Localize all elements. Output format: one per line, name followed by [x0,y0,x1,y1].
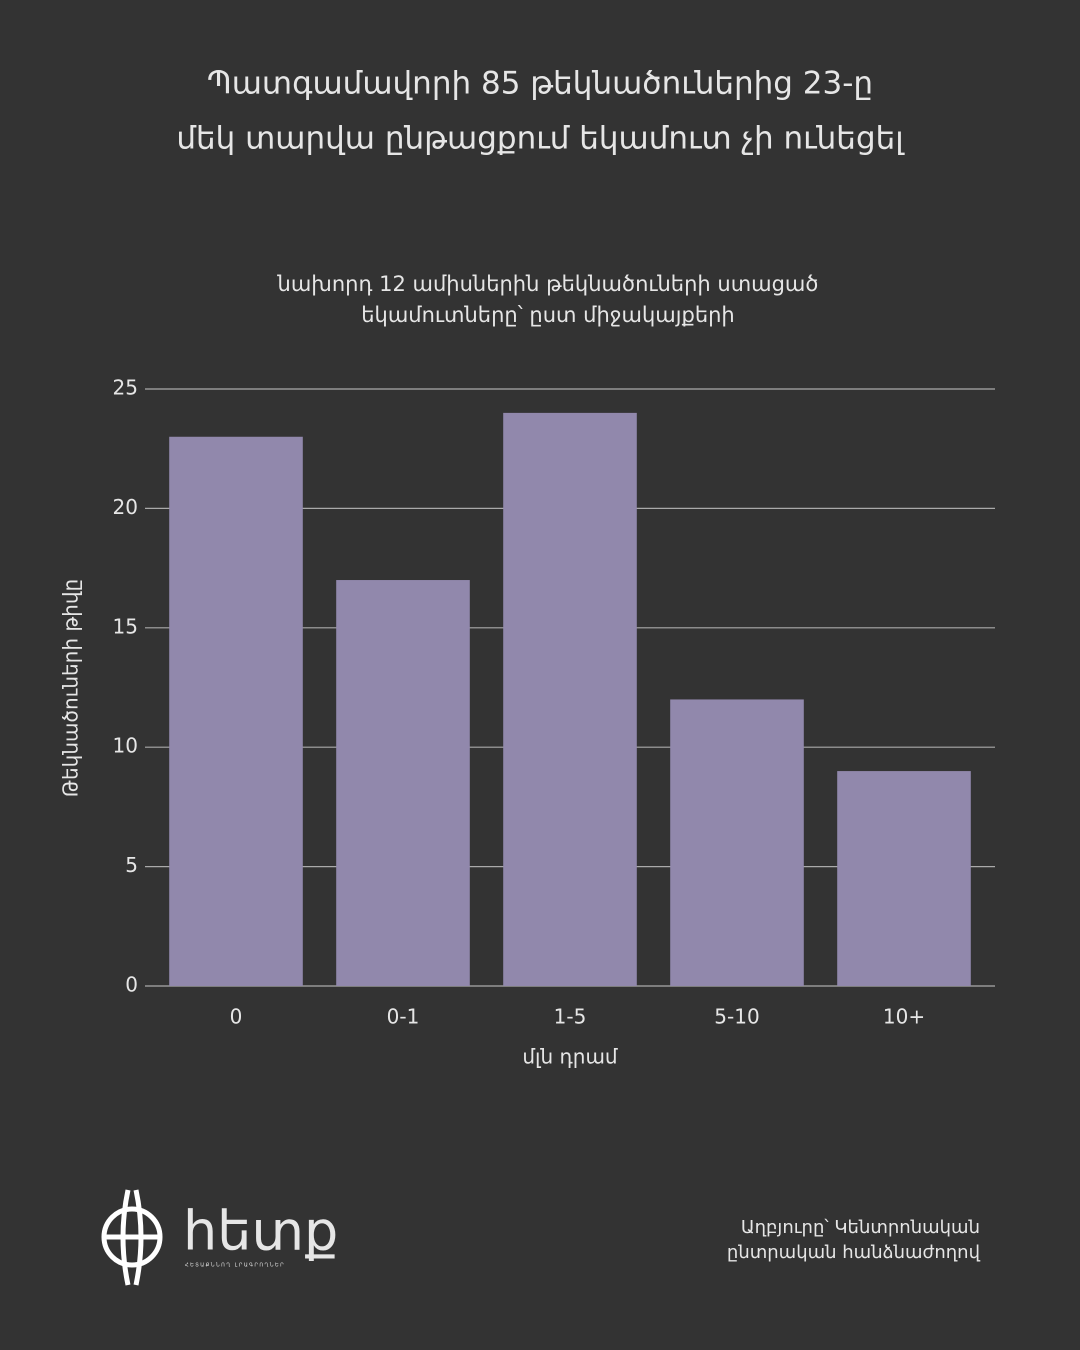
chart-subtitle: եկամուտները՝ ըստ միջակայքերի [361,303,735,327]
y-axis-label: Թեկնածուների թիվը [59,579,83,797]
bar [336,580,470,986]
source: ընտրական հանձնաժողով [727,1242,981,1263]
chart-title: Պատգամավորի 85 թեկնածուներից 23-ը [207,66,873,102]
source: Աղբյուրը՝ Կենտրոնական [741,1217,980,1238]
x-tick-label: 10+ [883,1005,925,1029]
y-tick-label: 25 [113,376,138,400]
chart-title: մեկ տարվա ընթացքում եկամուտ չի ունեցել [176,121,905,157]
y-tick-label: 15 [113,614,138,638]
bar [837,771,971,986]
y-tick-label: 0 [125,973,138,997]
logo-icon [104,1189,160,1286]
logo-name: հետք [183,1200,338,1263]
x-axis-label: մլն դրամ [522,1045,618,1069]
x-tick-label: 0-1 [387,1005,420,1029]
x-tick-label: 1-5 [554,1005,587,1029]
bar [169,436,303,986]
bar [503,412,637,986]
x-tick-label: 5-10 [714,1005,759,1029]
y-tick-label: 5 [125,853,138,877]
chart-subtitle: նախորդ 12 ամիսներին թեկնածուների ստացած [277,272,819,296]
logo [101,1189,163,1286]
bar [670,699,804,986]
y-tick-label: 10 [113,734,138,758]
y-tick-label: 20 [113,495,138,519]
logo-tagline: ՀԵՏԱՔՆՆՈՂ ԼՐԱԳՐՈՂՆԵՐ [185,1263,285,1269]
x-tick-label: 0 [230,1005,243,1029]
